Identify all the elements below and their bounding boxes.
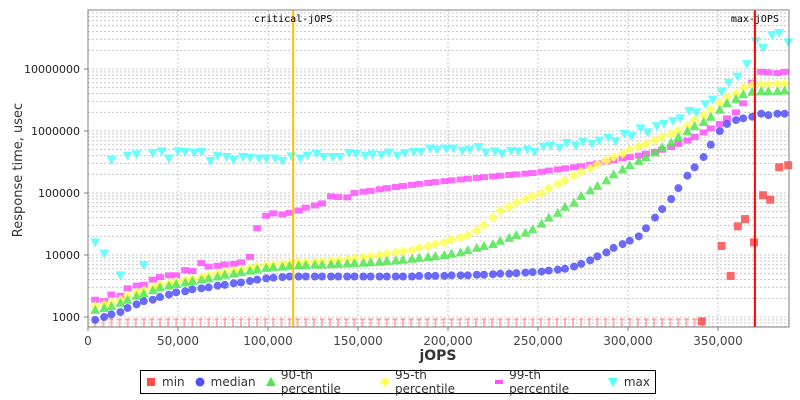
legend-item-95-th-percentile: 95-th percentile <box>379 368 484 396</box>
x-tick-label: 350,000 <box>693 334 743 348</box>
legend-label: max <box>623 375 651 389</box>
x-tick-label: 250,000 <box>513 334 563 348</box>
x-axis-ticks: 0 50,000 100,000 150,000 200,000 250,000 300,0… <box>84 327 743 348</box>
legend-label: median <box>210 375 256 389</box>
annotation-lines: critical-jOPS max-jOPS <box>254 10 779 327</box>
legend-item-99-th-percentile: 99-th percentile <box>494 368 598 396</box>
x-tick-label: 300,000 <box>603 334 653 348</box>
y-axis-label: Response time, usec <box>11 103 26 237</box>
y-tick-label: 100000 <box>38 187 80 200</box>
x-tick-label: 50,000 <box>157 334 199 348</box>
data-points <box>90 29 794 327</box>
plot-area-border <box>87 9 790 328</box>
legend-label: 90-th percentile <box>280 368 341 396</box>
legend-label: 95-th percentile <box>394 368 455 396</box>
x-tick-label: 150,000 <box>333 334 383 348</box>
legend-item-min: min <box>146 375 185 389</box>
legend-item-90-th-percentile: 90-th percentile <box>265 368 370 396</box>
circle-marker-icon <box>195 377 205 387</box>
y-tick-label: 10000000 <box>24 63 80 76</box>
legend-label: min <box>162 375 185 389</box>
y-tick-label: 1000 <box>52 311 80 324</box>
x-tick-label: 200,000 <box>423 334 473 348</box>
square-small-marker-icon <box>494 380 503 384</box>
legend-label: 99-th percentile <box>509 368 570 396</box>
x-tick-label: 0 <box>84 334 92 348</box>
max-jops-label: max-jOPS <box>731 14 779 25</box>
diamond-marker-icon <box>379 377 389 387</box>
legend-item-max: max <box>607 375 651 389</box>
square-marker-icon <box>147 378 155 386</box>
triangle-down-marker-icon <box>607 378 618 387</box>
legend: min median 90-th percentile 95-th percentil… <box>140 368 656 396</box>
x-tick-label: 100,000 <box>243 334 293 348</box>
y-tick-label: 1000000 <box>31 125 80 138</box>
y-tick-label: 10000 <box>45 249 80 262</box>
x-axis-label: jOPS <box>418 348 456 364</box>
triangle-up-marker-icon <box>265 377 275 386</box>
critical-jops-label: critical-jOPS <box>254 14 332 25</box>
legend-item-median: median <box>195 375 256 389</box>
y-axis-ticks: 1000 10000 100000 1000000 10000000 <box>24 63 88 324</box>
